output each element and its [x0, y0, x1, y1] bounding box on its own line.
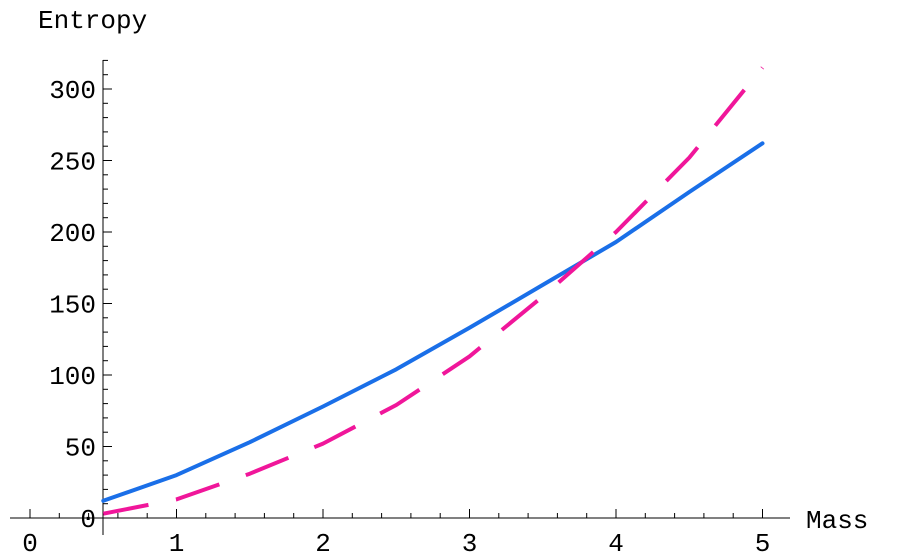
y-tick-label: 200	[49, 219, 96, 249]
y-tick-label: 50	[65, 434, 96, 464]
y-tick-label: 100	[49, 362, 96, 392]
x-tick-label: 4	[608, 529, 624, 556]
series-line-dashed	[102, 66, 765, 516]
series-layer	[101, 66, 765, 516]
y-tick-label: 300	[49, 76, 96, 106]
y-tick-label: 150	[49, 291, 96, 321]
x-tick-label: 0	[22, 529, 38, 556]
series-line-solid	[101, 141, 765, 503]
y-tick-label: 0	[80, 505, 96, 535]
x-tick-label: 2	[315, 529, 331, 556]
x-tick-label: 5	[755, 529, 771, 556]
y-tick-label: 250	[49, 148, 96, 178]
x-axis-label: Mass	[806, 506, 868, 536]
y-axis-label: Entropy	[38, 6, 147, 36]
x-tick-label: 1	[169, 529, 185, 556]
x-tick-label: 3	[462, 529, 478, 556]
